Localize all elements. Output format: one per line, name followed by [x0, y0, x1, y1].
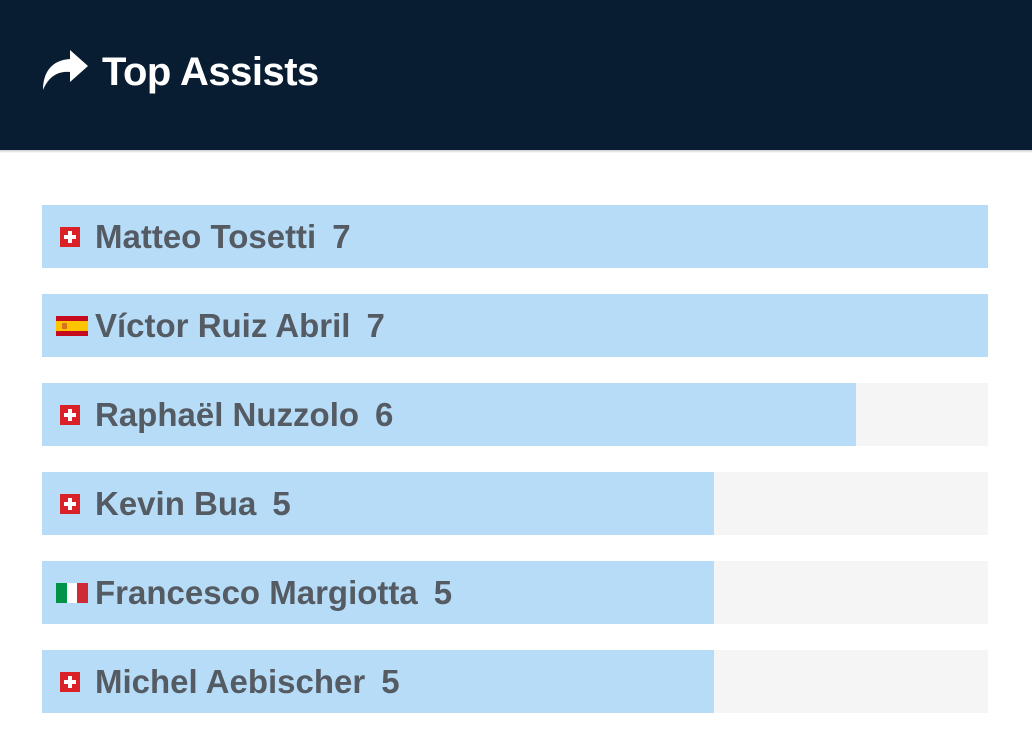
list-item[interactable]: Francesco Margiotta 5: [42, 561, 988, 624]
list-item[interactable]: Raphaël Nuzzolo 6: [42, 383, 988, 446]
player-name: Francesco Margiotta: [95, 574, 418, 611]
assist-bar: [42, 650, 714, 713]
assist-bar: [42, 383, 856, 446]
switzerland-flag-icon: [60, 672, 80, 692]
assist-bar: [42, 561, 714, 624]
assist-count: 6: [375, 396, 394, 433]
assist-count: 7: [332, 218, 351, 255]
list-item[interactable]: Michel Aebischer 5: [42, 650, 988, 713]
switzerland-flag-icon: [60, 227, 80, 247]
player-name: Kevin Bua: [95, 485, 257, 522]
assist-bar: [42, 472, 714, 535]
player-name-value: Víctor Ruiz Abril 7: [95, 294, 385, 357]
player-name-value: Michel Aebischer 5: [95, 650, 400, 713]
page-title: Top Assists: [102, 50, 319, 94]
player-name: Víctor Ruiz Abril: [95, 307, 351, 344]
spain-flag-icon: [56, 316, 88, 336]
list-item[interactable]: Kevin Bua 5: [42, 472, 988, 535]
list-item[interactable]: Víctor Ruiz Abril 7: [42, 294, 988, 357]
player-name-value: Raphaël Nuzzolo 6: [95, 383, 393, 446]
assist-bar: [42, 205, 988, 268]
assist-bar: [42, 294, 988, 357]
switzerland-flag-icon: [60, 405, 80, 425]
assist-count: 7: [366, 307, 385, 344]
list-item[interactable]: Matteo Tosetti 7: [42, 205, 988, 268]
share-arrow-icon: [43, 50, 88, 90]
player-name: Michel Aebischer: [95, 663, 366, 700]
player-name-value: Matteo Tosetti 7: [95, 205, 351, 268]
top-assists-list: Matteo Tosetti 7 Víctor Ruiz Abril 7 Rapha…: [42, 205, 988, 739]
switzerland-flag-icon: [60, 494, 80, 514]
player-name-value: Kevin Bua 5: [95, 472, 291, 535]
assist-count: 5: [381, 663, 400, 700]
assist-count: 5: [433, 574, 453, 611]
header-shadow: [0, 150, 1032, 153]
assist-count: 5: [272, 485, 291, 522]
player-name: Matteo Tosetti: [95, 218, 317, 255]
italy-flag-icon: [56, 583, 88, 603]
player-name: Raphaël Nuzzolo: [95, 396, 360, 433]
header-bar: Top Assists: [0, 0, 1032, 150]
player-name-value: Francesco Margiotta 5: [95, 561, 452, 624]
